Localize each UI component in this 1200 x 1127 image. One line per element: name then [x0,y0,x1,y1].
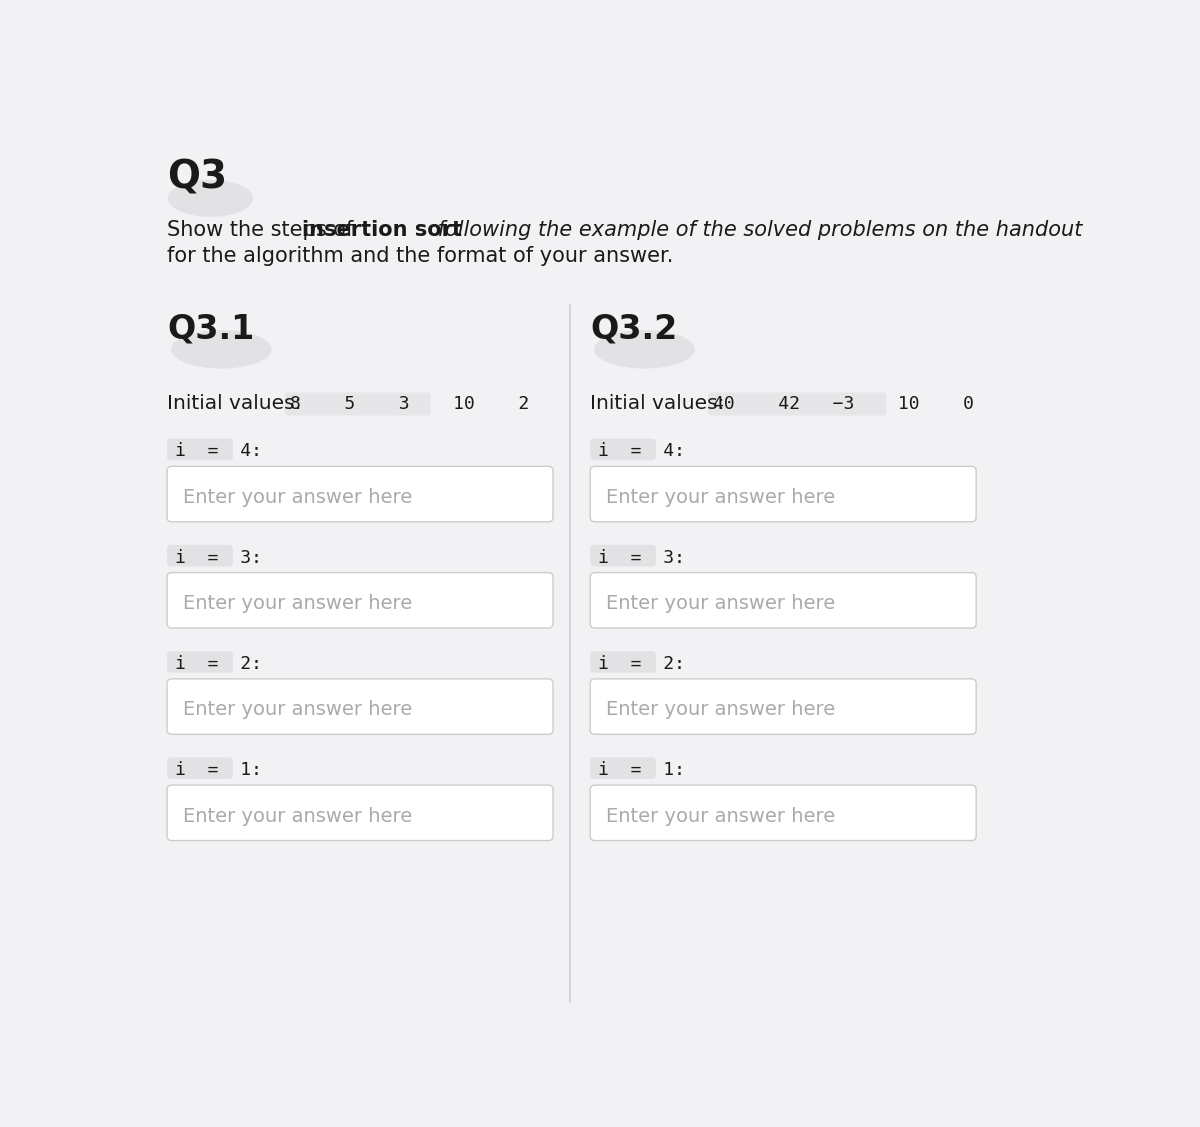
Text: insertion sort: insertion sort [302,220,462,240]
Text: following the example of the solved problems on the handout: following the example of the solved prob… [431,220,1082,240]
FancyBboxPatch shape [590,786,976,841]
Text: Enter your answer here: Enter your answer here [606,594,835,613]
FancyBboxPatch shape [167,544,233,567]
Text: i  =  1:: i = 1: [175,761,262,779]
Text: Enter your answer here: Enter your answer here [182,807,412,826]
Ellipse shape [170,330,271,369]
Text: Q3.2: Q3.2 [590,312,678,345]
Text: i  =  3:: i = 3: [598,549,685,567]
Text: Initial values:: Initial values: [167,394,301,412]
FancyBboxPatch shape [590,573,976,628]
Text: Show the steps of: Show the steps of [167,220,360,240]
FancyBboxPatch shape [590,544,656,567]
FancyBboxPatch shape [167,573,553,628]
Text: i  =  2:: i = 2: [598,655,685,673]
Text: Q3: Q3 [167,158,227,196]
Text: i  =  3:: i = 3: [175,549,262,567]
Text: Enter your answer here: Enter your answer here [606,807,835,826]
FancyBboxPatch shape [167,467,553,522]
FancyBboxPatch shape [284,392,431,416]
FancyBboxPatch shape [167,678,553,735]
FancyBboxPatch shape [167,757,233,779]
FancyBboxPatch shape [167,786,553,841]
FancyBboxPatch shape [590,757,656,779]
FancyBboxPatch shape [590,467,976,522]
Text: i  =  1:: i = 1: [598,761,685,779]
FancyBboxPatch shape [590,438,656,460]
Text: 40    42   −3    10    0: 40 42 −3 10 0 [714,394,974,412]
Text: i  =  2:: i = 2: [175,655,262,673]
Text: i  =  4:: i = 4: [598,443,685,461]
Text: Q3.1: Q3.1 [167,312,254,345]
FancyBboxPatch shape [590,678,976,735]
Text: i  =  4:: i = 4: [175,443,262,461]
Text: Enter your answer here: Enter your answer here [182,488,412,507]
Text: for the algorithm and the format of your answer.: for the algorithm and the format of your… [167,246,673,266]
Text: Initial values:: Initial values: [590,394,725,412]
Text: Enter your answer here: Enter your answer here [182,700,412,719]
Ellipse shape [168,180,253,216]
Ellipse shape [594,330,695,369]
Text: Enter your answer here: Enter your answer here [606,700,835,719]
Text: Enter your answer here: Enter your answer here [182,594,412,613]
FancyBboxPatch shape [167,438,233,460]
FancyBboxPatch shape [590,651,656,673]
Text: 8    5    3    10    2: 8 5 3 10 2 [290,394,529,412]
Text: Enter your answer here: Enter your answer here [606,488,835,507]
FancyBboxPatch shape [708,392,887,416]
FancyBboxPatch shape [167,651,233,673]
